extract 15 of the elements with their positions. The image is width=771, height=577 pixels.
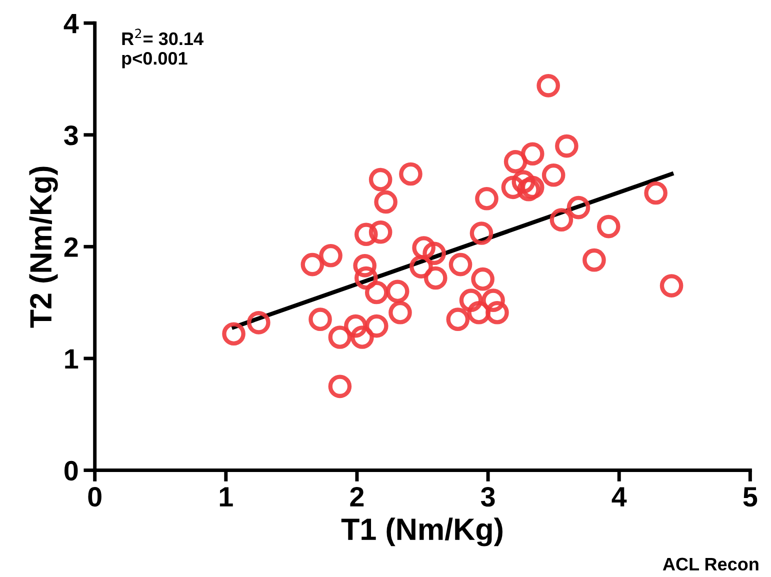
x-tick-label: 0 bbox=[88, 486, 102, 507]
y-tick-label: 1 bbox=[65, 349, 78, 369]
x-axis-title: T1 (Nm/Kg) bbox=[341, 518, 502, 546]
annotation: R$^{2}$= 30.14 p<0.001 bbox=[122, 28, 204, 68]
y-tick-label: 4 bbox=[64, 14, 79, 34]
x-tick-label: 4 bbox=[612, 487, 627, 506]
x-tick-label: 5 bbox=[743, 487, 758, 507]
y-tick-label: 3 bbox=[64, 126, 78, 146]
y-tick-label: 2 bbox=[64, 237, 78, 257]
x-tick-label: 3 bbox=[480, 486, 495, 507]
y-tick-label: 0 bbox=[64, 460, 78, 481]
x-tick-label: 2 bbox=[350, 486, 364, 506]
text: ACL Recon bbox=[662, 558, 758, 571]
x-tick-label: 1 bbox=[220, 487, 233, 506]
y-axis-title: T2 (Nm/Kg) bbox=[29, 166, 58, 328]
